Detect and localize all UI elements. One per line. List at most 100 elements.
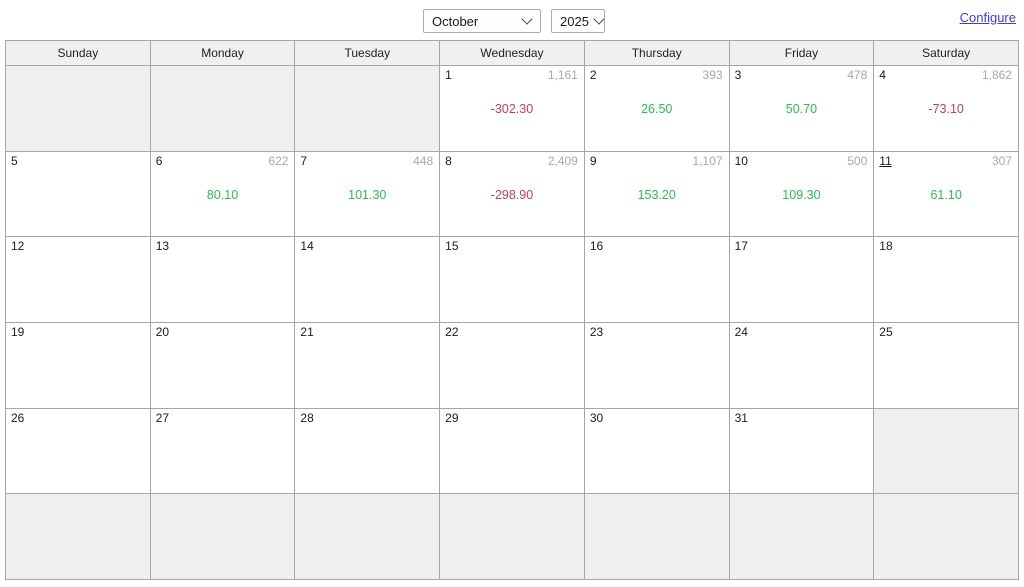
day-number: 18	[879, 239, 893, 254]
day-cell-4[interactable]: 4 1,862 -73.10	[874, 66, 1018, 151]
day-cell-9[interactable]: 9 1,107 153.20	[584, 151, 729, 237]
empty-cell	[6, 66, 150, 151]
day-trade-count: 2,409	[547, 153, 578, 168]
day-trade-count: 478	[847, 68, 868, 82]
day-pnl-value: 61.10	[930, 187, 962, 202]
day-number: 24	[734, 324, 748, 339]
day-number: 5	[11, 153, 18, 168]
day-cell-1[interactable]: 1 1,161 -302.30	[440, 66, 584, 151]
day-cell-8[interactable]: 8 2,409 -298.90	[440, 151, 584, 237]
day-number: 12	[11, 239, 25, 254]
day-cell-25[interactable]: 25	[874, 322, 1018, 408]
day-number: 1	[445, 68, 452, 82]
day-number: 21	[300, 324, 314, 339]
toolbar: October 2025 Configure	[0, 0, 1024, 40]
day-cell-2[interactable]: 2 393 26.50	[584, 66, 729, 151]
day-trade-count: 1,107	[692, 153, 723, 168]
day-cell-28[interactable]: 28	[295, 408, 440, 494]
weekday-header-wednesday: Wednesday	[440, 41, 584, 65]
empty-cell	[440, 494, 584, 579]
day-number: 15	[445, 239, 459, 254]
day-trade-count: 622	[268, 153, 289, 168]
day-number: 31	[734, 410, 748, 425]
day-cell-26[interactable]: 26	[6, 408, 150, 494]
day-number: 6	[155, 153, 163, 168]
day-cell-27[interactable]: 27	[150, 408, 295, 494]
day-cell-7[interactable]: 7 448 101.30	[295, 151, 440, 237]
empty-cell	[295, 494, 440, 579]
day-cell-19[interactable]: 19	[6, 322, 150, 408]
day-number: 22	[445, 324, 459, 339]
day-trade-count: 500	[847, 153, 868, 168]
weekday-header-thursday: Thursday	[584, 41, 729, 65]
day-number: 30	[589, 410, 604, 425]
day-cell-31[interactable]: 31	[729, 408, 874, 494]
empty-cell	[150, 66, 295, 151]
weekday-header-sunday: Sunday	[6, 41, 150, 65]
day-cell-15[interactable]: 15	[440, 237, 584, 322]
day-number: 29	[445, 410, 459, 425]
day-cell-5[interactable]: 5	[6, 151, 150, 237]
day-cell-6[interactable]: 6 622 80.10	[150, 151, 295, 237]
empty-cell	[874, 494, 1018, 579]
day-number: 2	[589, 68, 597, 82]
day-number: 27	[155, 410, 170, 425]
day-pnl-value: 50.70	[785, 102, 818, 116]
day-cell-16[interactable]: 16	[584, 237, 729, 322]
day-pnl-value: 153.20	[637, 187, 676, 202]
weekday-header-tuesday: Tuesday	[295, 41, 440, 65]
day-cell-10[interactable]: 10 500 109.30	[729, 151, 874, 237]
day-cell-3[interactable]: 3 478 50.70	[729, 66, 874, 151]
day-cell-18[interactable]: 18	[874, 237, 1018, 322]
day-number: 14	[300, 239, 314, 254]
day-number: 16	[589, 239, 604, 254]
day-number: 3	[734, 68, 742, 82]
day-cell-17[interactable]: 17	[729, 237, 874, 322]
day-trade-count: 448	[413, 153, 434, 168]
day-cell-12[interactable]: 12	[6, 237, 150, 322]
empty-cell	[6, 494, 150, 579]
day-cell-21[interactable]: 21	[295, 322, 440, 408]
day-pnl-value: 101.30	[348, 187, 387, 202]
day-pnl-value: 80.10	[206, 187, 239, 202]
day-trade-count: 1,862	[981, 68, 1012, 82]
day-cell-22[interactable]: 22	[440, 322, 584, 408]
empty-cell	[150, 494, 295, 579]
chevron-down-icon	[521, 13, 533, 25]
weekday-header-monday: Monday	[150, 41, 295, 65]
day-number: 10	[734, 153, 748, 168]
year-dropdown[interactable]: 2025	[551, 9, 605, 33]
day-trade-count: 393	[702, 68, 723, 82]
day-pnl-value: -298.90	[490, 187, 534, 202]
day-trade-count: 1,161	[547, 68, 578, 82]
day-pnl-value: -73.10	[928, 102, 964, 116]
weekday-header-saturday: Saturday	[874, 41, 1018, 65]
day-number: 8	[445, 153, 452, 168]
day-number: 17	[734, 239, 748, 254]
day-cell-11[interactable]: 11 307 61.10	[874, 151, 1018, 237]
day-number: 11	[879, 153, 892, 168]
day-number: 7	[300, 153, 308, 168]
day-cell-24[interactable]: 24	[729, 322, 874, 408]
year-dropdown-value: 2025	[560, 13, 589, 29]
month-dropdown[interactable]: October	[423, 9, 541, 33]
chevron-down-icon	[593, 13, 605, 25]
day-pnl-value: -302.30	[490, 102, 534, 116]
day-number: 25	[879, 324, 893, 339]
day-number: 26	[11, 410, 25, 425]
empty-cell	[729, 494, 874, 579]
day-number: 28	[300, 410, 314, 425]
day-number: 20	[155, 324, 170, 339]
day-cell-13[interactable]: 13	[150, 237, 295, 322]
day-cell-20[interactable]: 20	[150, 322, 295, 408]
empty-cell	[874, 408, 1018, 494]
day-cell-14[interactable]: 14	[295, 237, 440, 322]
configure-link[interactable]: Configure	[959, 10, 1016, 25]
day-cell-29[interactable]: 29	[440, 408, 584, 494]
calendar-grid: Sunday Monday Tuesday Wednesday Thursday Frid…	[5, 40, 1019, 580]
day-cell-23[interactable]: 23	[584, 322, 729, 408]
day-trade-count: 307	[991, 153, 1012, 168]
day-pnl-value: 26.50	[641, 102, 673, 116]
empty-cell	[295, 66, 440, 151]
day-cell-30[interactable]: 30	[584, 408, 729, 494]
